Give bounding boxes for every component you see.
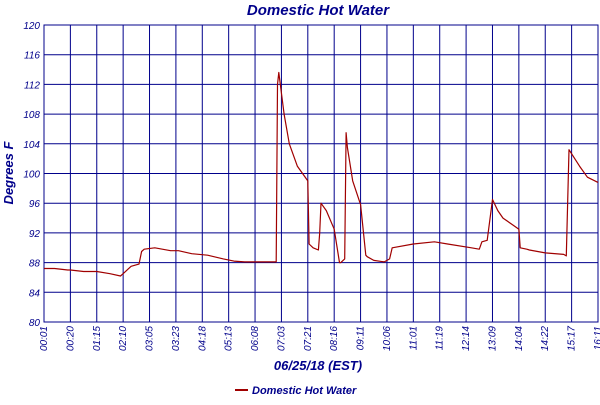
y-tick-label: 100	[23, 170, 40, 181]
y-tick-label: 80	[29, 318, 41, 329]
y-tick-label: 108	[23, 110, 40, 121]
y-tick-label: 104	[23, 140, 40, 151]
grid	[43, 24, 599, 323]
series-line-domestic-hot-water	[44, 71, 599, 277]
y-tick-label: 112	[24, 80, 40, 91]
x-tick-label: 07:03	[276, 326, 287, 351]
x-tick-label: 15:17	[567, 326, 578, 351]
x-axis-ticks: 00:01 00:20 01:15 02:10 03:05 03:23 04:18 05:13…	[39, 326, 600, 351]
y-tick-label: 120	[23, 21, 40, 32]
x-tick-label: 14:04	[514, 326, 525, 351]
x-tick-label: 13:09	[487, 326, 498, 351]
x-tick-label: 06:08	[250, 326, 261, 351]
x-axis-title: 06/25/18 (EST)	[274, 358, 362, 373]
x-tick-label: 02:10	[118, 326, 129, 351]
x-tick-label: 12:14	[461, 326, 472, 351]
y-tick-label: 116	[24, 51, 40, 62]
y-tick-label: 92	[29, 229, 41, 240]
x-tick-label: 08:16	[329, 326, 340, 351]
y-axis-title: Degrees F	[1, 141, 16, 205]
x-tick-label: 14:22	[540, 326, 551, 351]
y-tick-label: 84	[29, 288, 41, 299]
x-tick-label: 04:18	[197, 326, 208, 351]
x-tick-label: 07:21	[303, 326, 314, 351]
y-tick-label: 96	[29, 199, 41, 210]
x-tick-label: 03:23	[171, 326, 182, 351]
y-tick-label: 88	[29, 259, 41, 270]
x-tick-label: 00:01	[39, 326, 50, 351]
legend: Domestic Hot Water	[235, 385, 357, 397]
x-tick-label: 11:01	[408, 326, 419, 350]
y-axis-ticks: 80 84 88 92 96 100 104 108 112 116 120	[23, 21, 40, 329]
plot-frame	[43, 24, 599, 323]
x-tick-label: 00:20	[65, 326, 76, 351]
x-tick-label: 09:11	[356, 326, 367, 350]
x-tick-label: 01:15	[92, 326, 103, 351]
legend-label: Domestic Hot Water	[252, 385, 357, 397]
chart-title: Domestic Hot Water	[247, 2, 390, 19]
series-layer	[44, 71, 599, 277]
x-tick-label: 05:13	[224, 326, 235, 351]
x-tick-label: 16:11	[593, 326, 600, 350]
x-tick-label: 03:05	[145, 326, 156, 351]
x-tick-label: 11:19	[435, 326, 446, 351]
x-tick-label: 10:06	[382, 326, 393, 351]
